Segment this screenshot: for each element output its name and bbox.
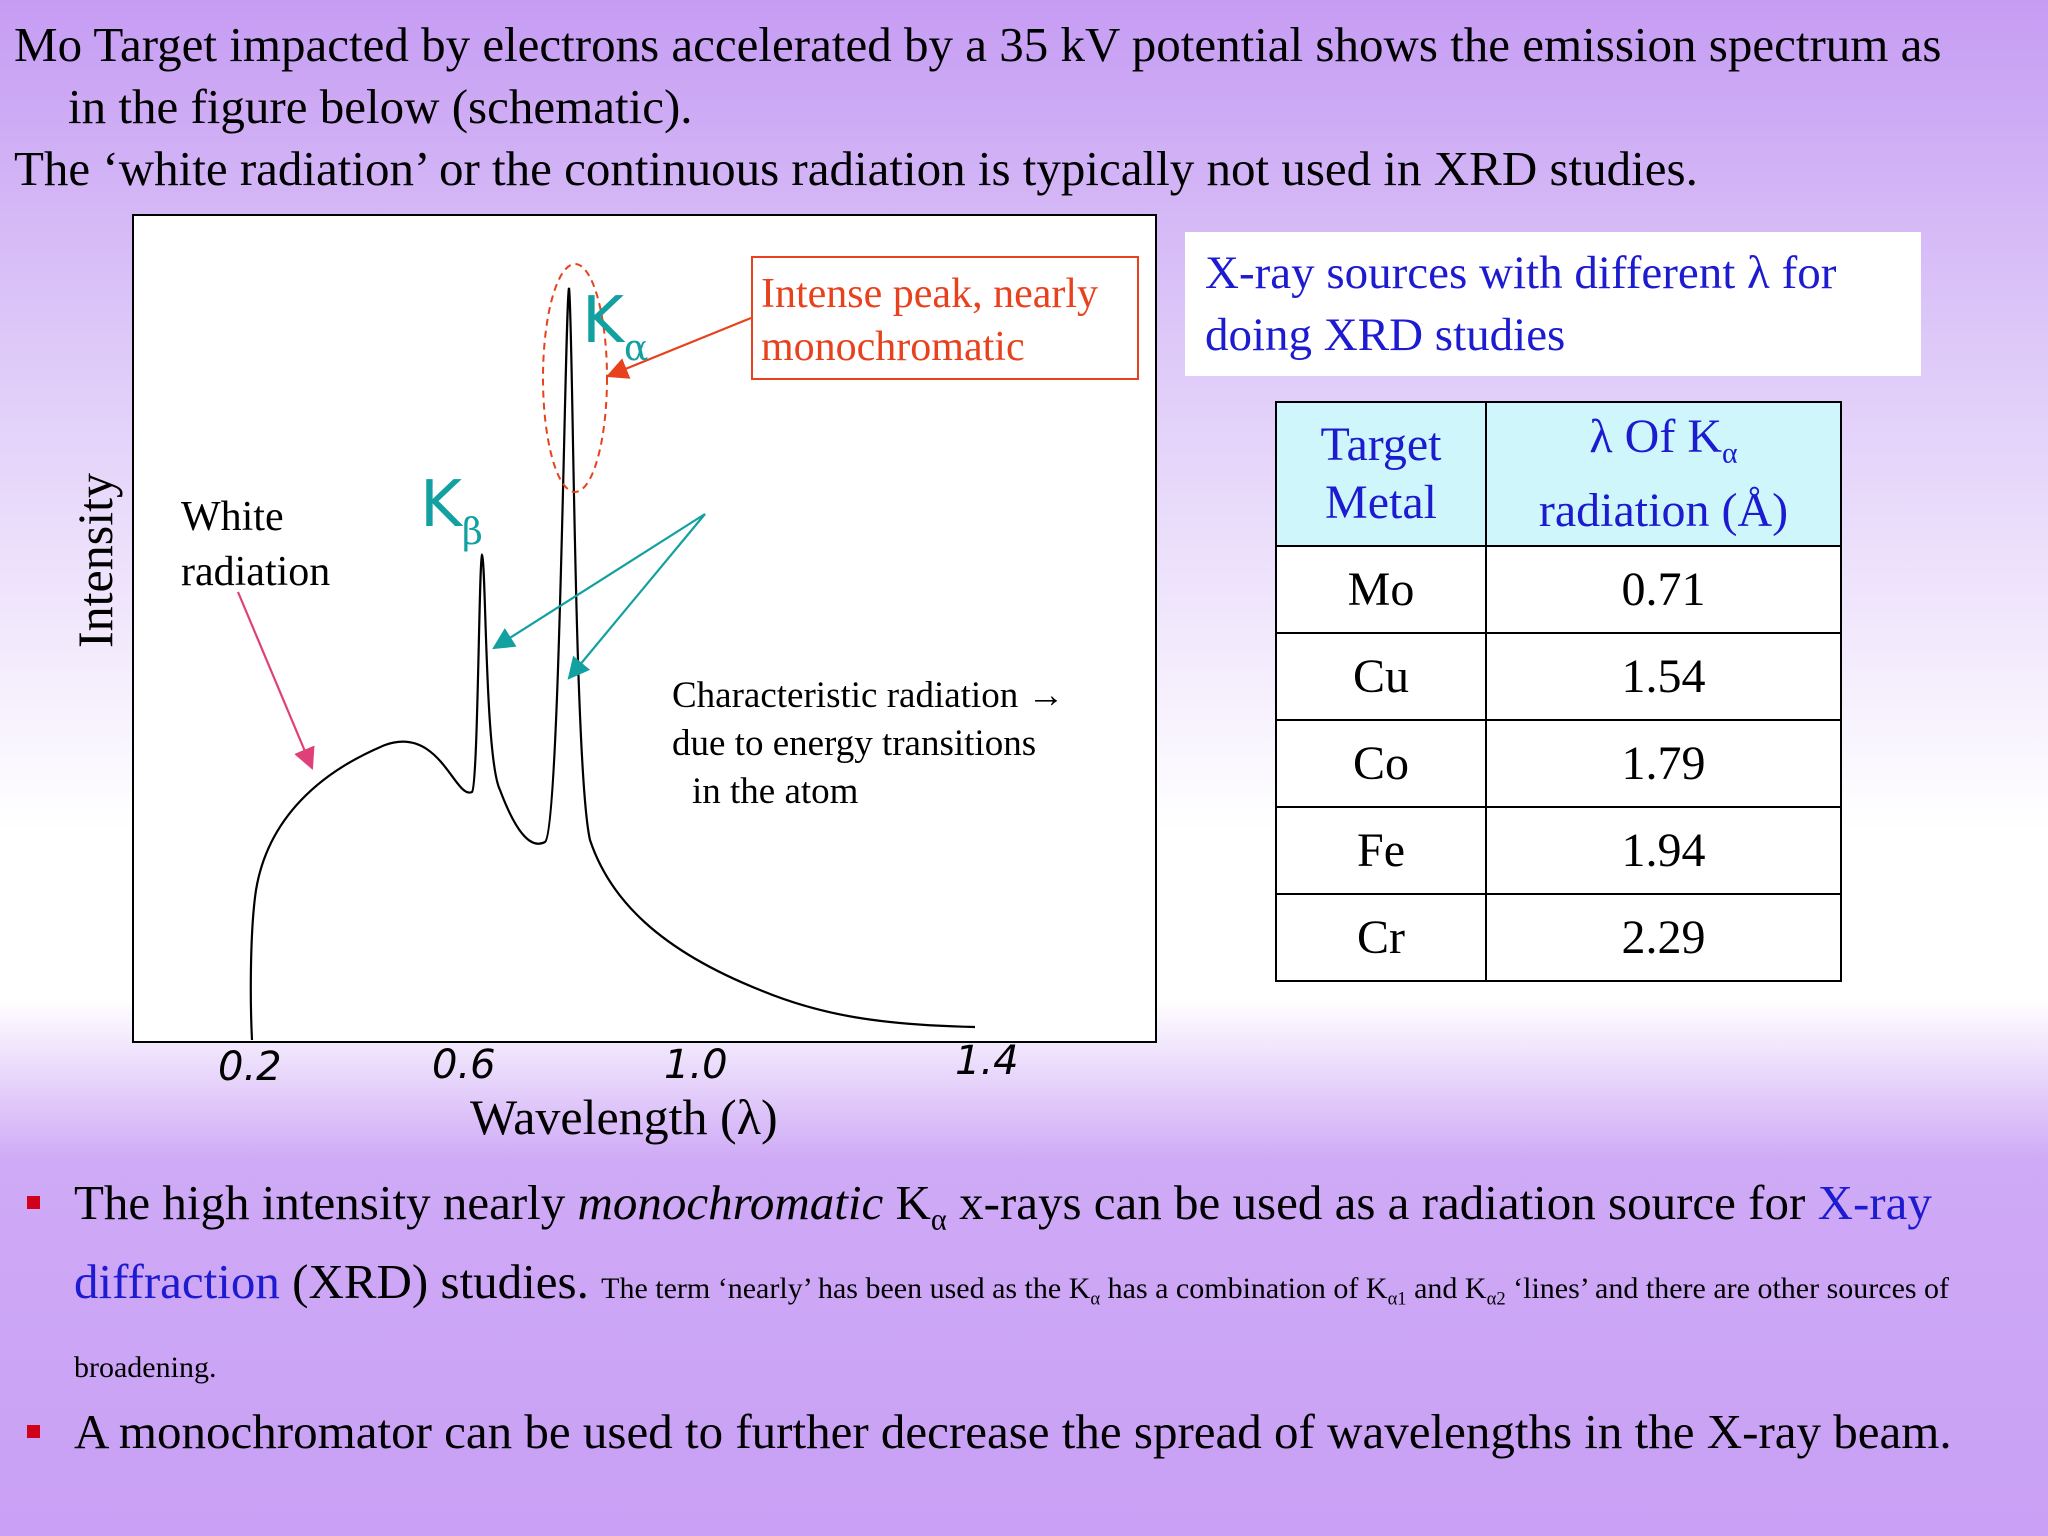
metal-cell: Cr [1275, 893, 1487, 982]
b1-sub: α [930, 1202, 947, 1237]
lambda-cell: 1.94 [1485, 806, 1842, 895]
x-tick: 0.2 [218, 1044, 282, 1090]
kalpha-sub: α [623, 328, 649, 369]
b1-small: and K [1406, 1271, 1487, 1305]
metal-cell: Co [1275, 719, 1487, 808]
intro-line-1: Mo Target impacted by electrons accelera… [14, 17, 1942, 72]
white-radiation-label: White radiation [181, 490, 330, 600]
kalpha-label: Kα [582, 284, 648, 369]
sources-line-2: doing XRD studies [1205, 309, 1566, 361]
kbeta-sub: β [461, 512, 483, 553]
header-target-metal: Target Metal [1275, 401, 1487, 547]
table-row: Mo 0.71 [1275, 545, 1842, 634]
xrd-link[interactable]: X-ray diffraction [74, 1175, 1932, 1309]
target-metal-table: Target Metal λ Of Kα radiation (Å) Mo 0.71 … [1275, 401, 1842, 982]
intro-line-3: The ‘white radiation’ or the continuous … [14, 141, 1698, 196]
b1-small: has a combination of K [1100, 1271, 1388, 1305]
lambda-cell: 1.79 [1485, 719, 1842, 808]
intro-text: Mo Target impacted by electrons accelera… [14, 14, 2034, 200]
sources-line-1: X-ray sources with different λ for [1205, 247, 1837, 299]
header-col1-line2: Metal [1325, 476, 1437, 529]
b1-text: The high intensity nearly [74, 1175, 578, 1230]
x-axis-label: Wavelength (λ) [470, 1089, 778, 1145]
intro-line-2: in the figure below (schematic). [68, 79, 693, 134]
lambda-cell: 2.29 [1485, 893, 1842, 982]
header-col2-line2: radiation (Å) [1538, 484, 1789, 538]
header-lambda: λ Of Kα radiation (Å) [1485, 401, 1842, 547]
b1-small-sub: α [1090, 1288, 1101, 1310]
table-row: Co 1.79 [1275, 719, 1842, 808]
char-line-1: Characteristic radiation → [672, 675, 1065, 716]
metal-cell: Mo [1275, 545, 1487, 634]
b1-text: K [883, 1175, 931, 1230]
white-label-line-2: radiation [181, 549, 331, 595]
bullet-square-icon [27, 1196, 40, 1209]
b1-small: ‘lines’ and there are other sources of b… [74, 1271, 1950, 1385]
bullet-item-2: A monochromator can be used to further d… [24, 1401, 2034, 1463]
kbeta-k: K [420, 468, 462, 542]
char-line-2: due to energy transitions [672, 723, 1037, 764]
metal-cell: Cu [1275, 632, 1487, 721]
bullet-item-1: The high intensity nearly monochromatic … [24, 1172, 2034, 1399]
kbeta-label: Kβ [420, 468, 483, 553]
table-row: Fe 1.94 [1275, 806, 1842, 895]
peak-note-line-2: monochromatic [761, 324, 1025, 370]
b1-text: (XRD) studies. [279, 1253, 602, 1309]
b2-text: A monochromator can be used to further d… [74, 1404, 1952, 1460]
header-col2-line1: λ Of K [1589, 409, 1722, 463]
peak-annotation-box: Intense peak, nearly monochromatic [751, 256, 1139, 380]
b1-small-sub: α1 [1387, 1288, 1407, 1310]
table-row: Cu 1.54 [1275, 632, 1842, 721]
bullet-square-icon [27, 1425, 40, 1439]
metal-cell: Fe [1275, 806, 1487, 895]
white-radiation-arrow [236, 591, 315, 771]
b1-small: The term ‘nearly’ has been used as the K [601, 1271, 1091, 1305]
char-line-3: in the atom [692, 771, 859, 812]
b1-footnote: The term ‘nearly’ has been used as the K… [74, 1272, 1949, 1385]
lambda-cell: 0.71 [1485, 545, 1842, 634]
x-tick: 1.4 [955, 1038, 1019, 1084]
table-row: Cr 2.29 [1275, 893, 1842, 982]
spectrum-curve [249, 287, 976, 1041]
kalpha-note-arrow [605, 316, 752, 379]
white-label-line-1: White [181, 494, 284, 540]
characteristic-radiation-note: Characteristic radiation → due to energy… [672, 672, 1064, 816]
char-arrow-kalpha [567, 513, 706, 680]
b1-small-sub: α2 [1486, 1288, 1506, 1310]
lambda-cell: 1.54 [1485, 632, 1842, 721]
b1-italic: monochromatic [577, 1175, 884, 1230]
x-tick: 1.0 [664, 1042, 728, 1088]
table-header-row: Target Metal λ Of Kα radiation (Å) [1275, 401, 1842, 547]
kalpha-k: K [582, 284, 624, 358]
header-col2-sub: α [1722, 436, 1738, 470]
x-tick: 0.6 [432, 1042, 496, 1088]
peak-note-line-1: Intense peak, nearly [761, 271, 1099, 317]
char-arrow-kbeta [492, 513, 706, 650]
xray-sources-title: X-ray sources with different λ for doing… [1185, 232, 1921, 376]
bullet-list: The high intensity nearly monochromatic … [24, 1172, 2034, 1463]
y-axis-label: Intensity [67, 473, 123, 648]
header-col1-line1: Target [1320, 418, 1442, 471]
b1-text: x-rays can be used as a radiation source… [946, 1175, 1818, 1230]
